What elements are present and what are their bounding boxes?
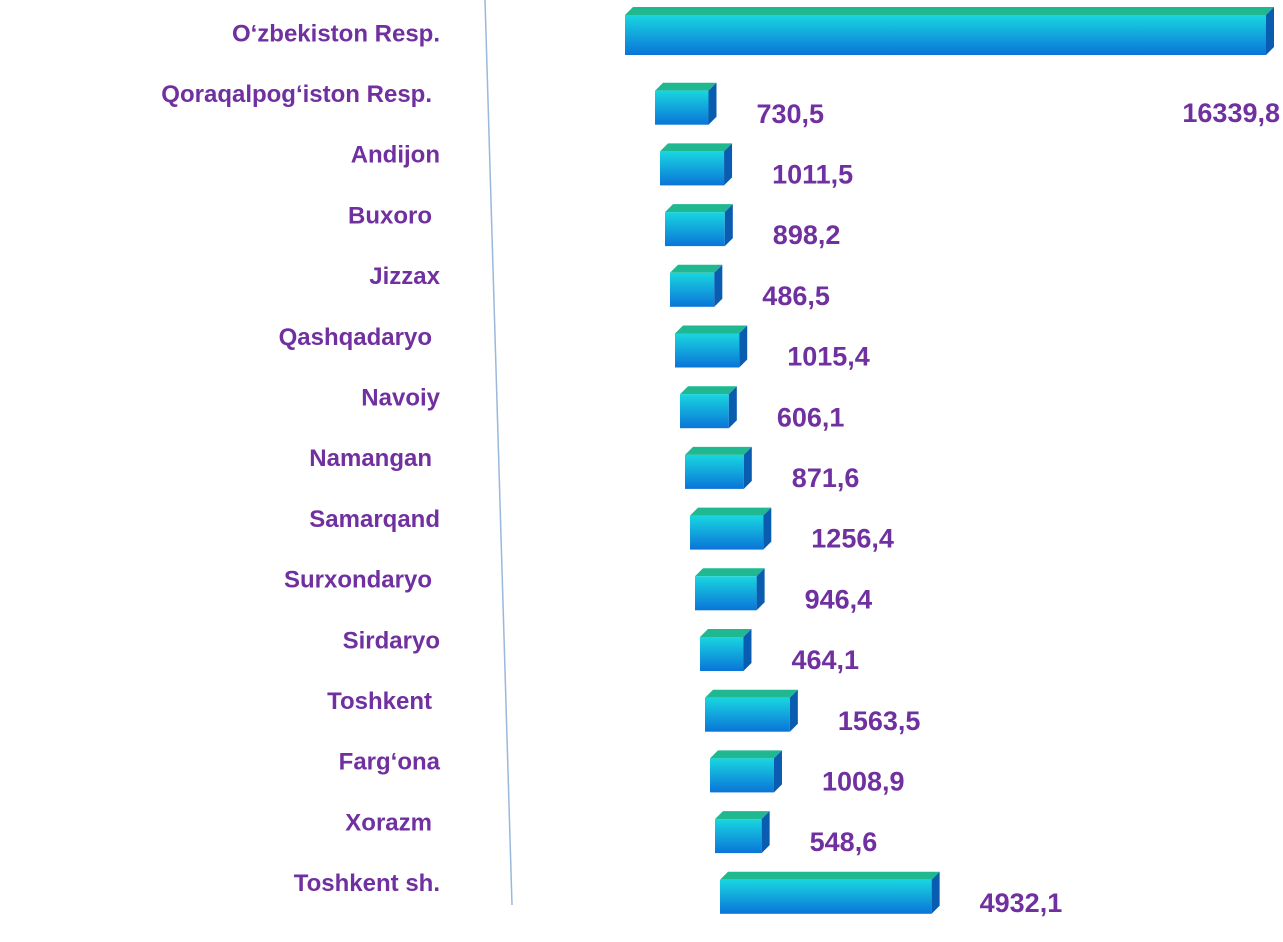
value-label: 1011,5	[772, 160, 853, 190]
bar-front	[675, 333, 740, 368]
bar-front	[715, 819, 762, 854]
value-label: 871,6	[792, 463, 860, 493]
bar-side	[789, 689, 798, 732]
value-label: 464,1	[791, 645, 859, 675]
category-label: Qashqadaryo	[279, 324, 432, 351]
bar-top	[675, 325, 748, 334]
bar	[720, 871, 940, 914]
bar-side	[714, 264, 723, 307]
bar-side	[931, 871, 940, 914]
bar-front	[690, 515, 764, 550]
bar-front	[660, 151, 725, 186]
value-label: 548,6	[810, 827, 878, 857]
bar-side	[763, 507, 772, 550]
category-label: O‘zbekiston Resp.	[232, 20, 440, 47]
bar	[690, 507, 772, 550]
bar	[680, 386, 737, 429]
bar	[705, 689, 798, 732]
bar	[670, 264, 723, 307]
bar-top	[680, 386, 737, 395]
value-label: 1015,4	[787, 342, 870, 372]
bar-top	[705, 689, 798, 698]
bar-front	[710, 758, 774, 793]
bar-top	[720, 871, 940, 880]
category-label: Samarqand	[309, 506, 440, 533]
value-label: 4932,1	[980, 888, 1063, 918]
bar-front	[685, 454, 744, 489]
category-label: Buxoro	[348, 202, 432, 229]
bar-front	[705, 697, 790, 732]
bar-side	[739, 325, 748, 368]
bar-side	[728, 386, 737, 429]
bar-top	[700, 629, 752, 637]
bar-top	[660, 143, 733, 152]
bar-top	[625, 7, 1274, 15]
value-label: 606,1	[777, 402, 845, 432]
bar-side	[773, 750, 782, 793]
bar	[685, 446, 752, 489]
bar-front	[695, 576, 757, 611]
value-label: 946,4	[805, 584, 873, 614]
bar-side	[708, 82, 717, 125]
category-label: Namangan	[309, 445, 432, 472]
category-label: Toshkent sh.	[294, 870, 440, 897]
bar-top	[655, 82, 717, 91]
bar-front	[680, 394, 729, 429]
bar-front	[665, 212, 725, 247]
bar-side	[743, 629, 752, 671]
bar-side	[1266, 7, 1274, 55]
bar	[715, 811, 770, 854]
bar-top	[670, 264, 723, 273]
bar	[710, 750, 782, 793]
category-label: Sirdaryo	[343, 627, 440, 654]
bar-top	[665, 204, 733, 213]
bar-top	[715, 811, 770, 820]
bar-side	[756, 568, 765, 611]
category-label: Qoraqalpog‘iston Resp.	[161, 81, 432, 108]
bar-front	[700, 637, 744, 671]
category-label: Xorazm	[345, 809, 432, 836]
value-label: 486,5	[762, 281, 830, 311]
bar	[700, 629, 752, 671]
bar-top	[710, 750, 782, 759]
category-label: Navoiy	[361, 385, 440, 412]
bar	[665, 204, 733, 247]
bar-side	[724, 143, 733, 186]
bar-side	[743, 446, 752, 489]
bar	[655, 82, 717, 125]
category-label: Toshkent	[327, 688, 432, 715]
value-label: 1563,5	[838, 706, 921, 736]
category-label: Surxondaryo	[284, 567, 432, 594]
bar-front	[720, 879, 932, 914]
category-label: Farg‘ona	[339, 749, 441, 776]
bar-top	[685, 446, 752, 455]
bar-side	[761, 811, 770, 854]
value-label: 16339,8	[1182, 98, 1280, 128]
bar-front	[655, 90, 709, 125]
category-label: Jizzax	[369, 263, 440, 290]
separator	[484, 0, 513, 906]
value-label: 1008,9	[822, 767, 905, 797]
bar	[660, 143, 733, 186]
bar-side	[724, 204, 733, 247]
bar-top	[690, 507, 772, 516]
value-label: 898,2	[773, 220, 841, 250]
value-label: 1256,4	[811, 524, 894, 554]
bar-front	[670, 272, 715, 307]
bar-top	[695, 568, 765, 577]
value-label: 730,5	[756, 99, 824, 129]
category-label: Andijon	[351, 142, 440, 169]
bar	[695, 568, 765, 611]
bar	[675, 325, 748, 368]
bar-front	[625, 15, 1266, 55]
bar	[625, 7, 1274, 55]
